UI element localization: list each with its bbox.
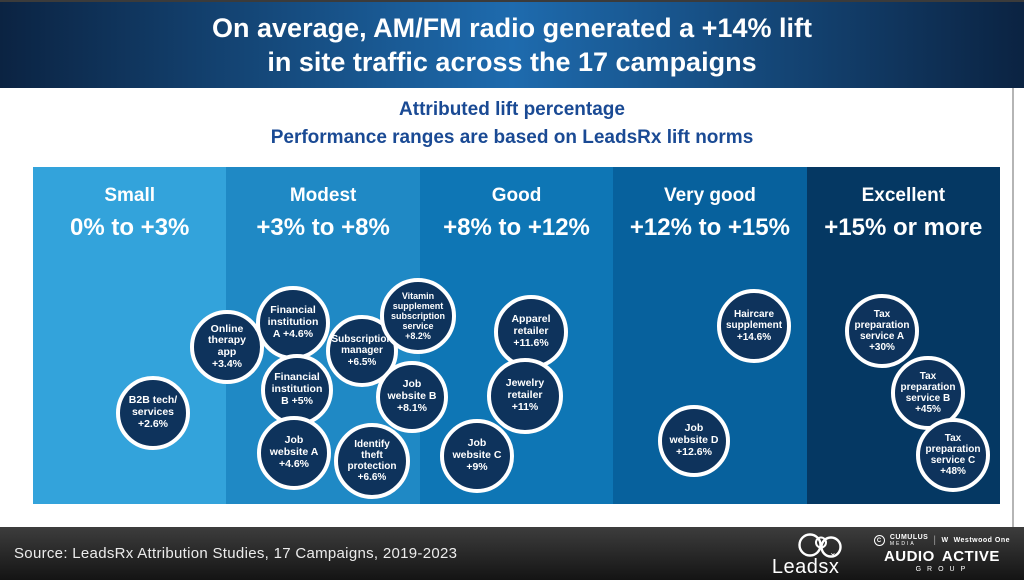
column-name: Very good xyxy=(663,185,756,206)
cumulus-logo-icon: C xyxy=(873,535,885,546)
column-excellent: Excellent +15% or more xyxy=(806,167,1001,504)
subtitle-line-2: Performance ranges are based on LeadsRx … xyxy=(270,127,754,148)
slide-edge-line xyxy=(1012,88,1014,527)
column-range: +12% to +15% xyxy=(629,214,790,241)
leadsrx-wordmark: Leads x ˇ xyxy=(771,550,840,578)
column-good: Good +8% to +12% xyxy=(419,167,614,504)
column-name: Good xyxy=(491,185,542,206)
group-wordmark: GROUP xyxy=(915,565,972,573)
cumulus-wordmark: CUMULUS xyxy=(889,534,929,542)
chart-subtitle: Attributed lift percentage Performance r… xyxy=(0,96,1024,152)
westwood-w-icon: W xyxy=(941,537,949,544)
westwood-one-wordmark: Westwood One xyxy=(953,537,1010,544)
column-range: +15% or more xyxy=(824,214,983,241)
audio-active-group-logo: C CUMULUS MEDIA | W Westwood One AUDIO A… xyxy=(873,534,1010,573)
column-name: Small xyxy=(104,185,156,206)
caron-glyph: ˇ xyxy=(830,550,836,565)
range-columns: Small 0% to +3% Modest +3% to +8% Good +8% to… xyxy=(33,167,1001,504)
top-border xyxy=(0,0,1024,2)
footer-bar: Source: LeadsRx Attribution Studies, 17 … xyxy=(0,527,1024,580)
page-title-line-1: On average, AM/FM radio generated a +14%… xyxy=(212,13,812,43)
column-small: Small 0% to +3% xyxy=(33,167,227,504)
column-range: 0% to +3% xyxy=(70,214,190,241)
column-name: Excellent xyxy=(861,185,946,206)
column-range: +3% to +8% xyxy=(256,214,390,241)
header-banner: On average, AM/FM radio generated a +14%… xyxy=(0,2,1024,88)
leadsrx-logo: Leads x ˇ xyxy=(771,532,854,578)
cumulus-media-wordmark: MEDIA xyxy=(889,540,916,547)
footer-logos: Leads x ˇ C CUMULUS MEDIA | W Westwood One… xyxy=(771,532,1010,578)
column-name: Modest xyxy=(289,185,357,206)
column-very-good: Very good +12% to +15% xyxy=(613,167,807,504)
logo-divider: | xyxy=(933,535,937,546)
leadsrx-rings-icon xyxy=(798,532,842,558)
audio-active-wordmark: AUDIO ACTIVE xyxy=(883,547,1000,565)
source-text: Source: LeadsRx Attribution Studies, 17 … xyxy=(14,545,458,562)
column-modest: Modest +3% to +8% xyxy=(226,167,420,504)
page-title-line-2: in site traffic across the 17 campaigns xyxy=(267,47,757,77)
column-range: +8% to +12% xyxy=(443,214,590,241)
subtitle-line-1: Attributed lift percentage xyxy=(399,99,625,120)
